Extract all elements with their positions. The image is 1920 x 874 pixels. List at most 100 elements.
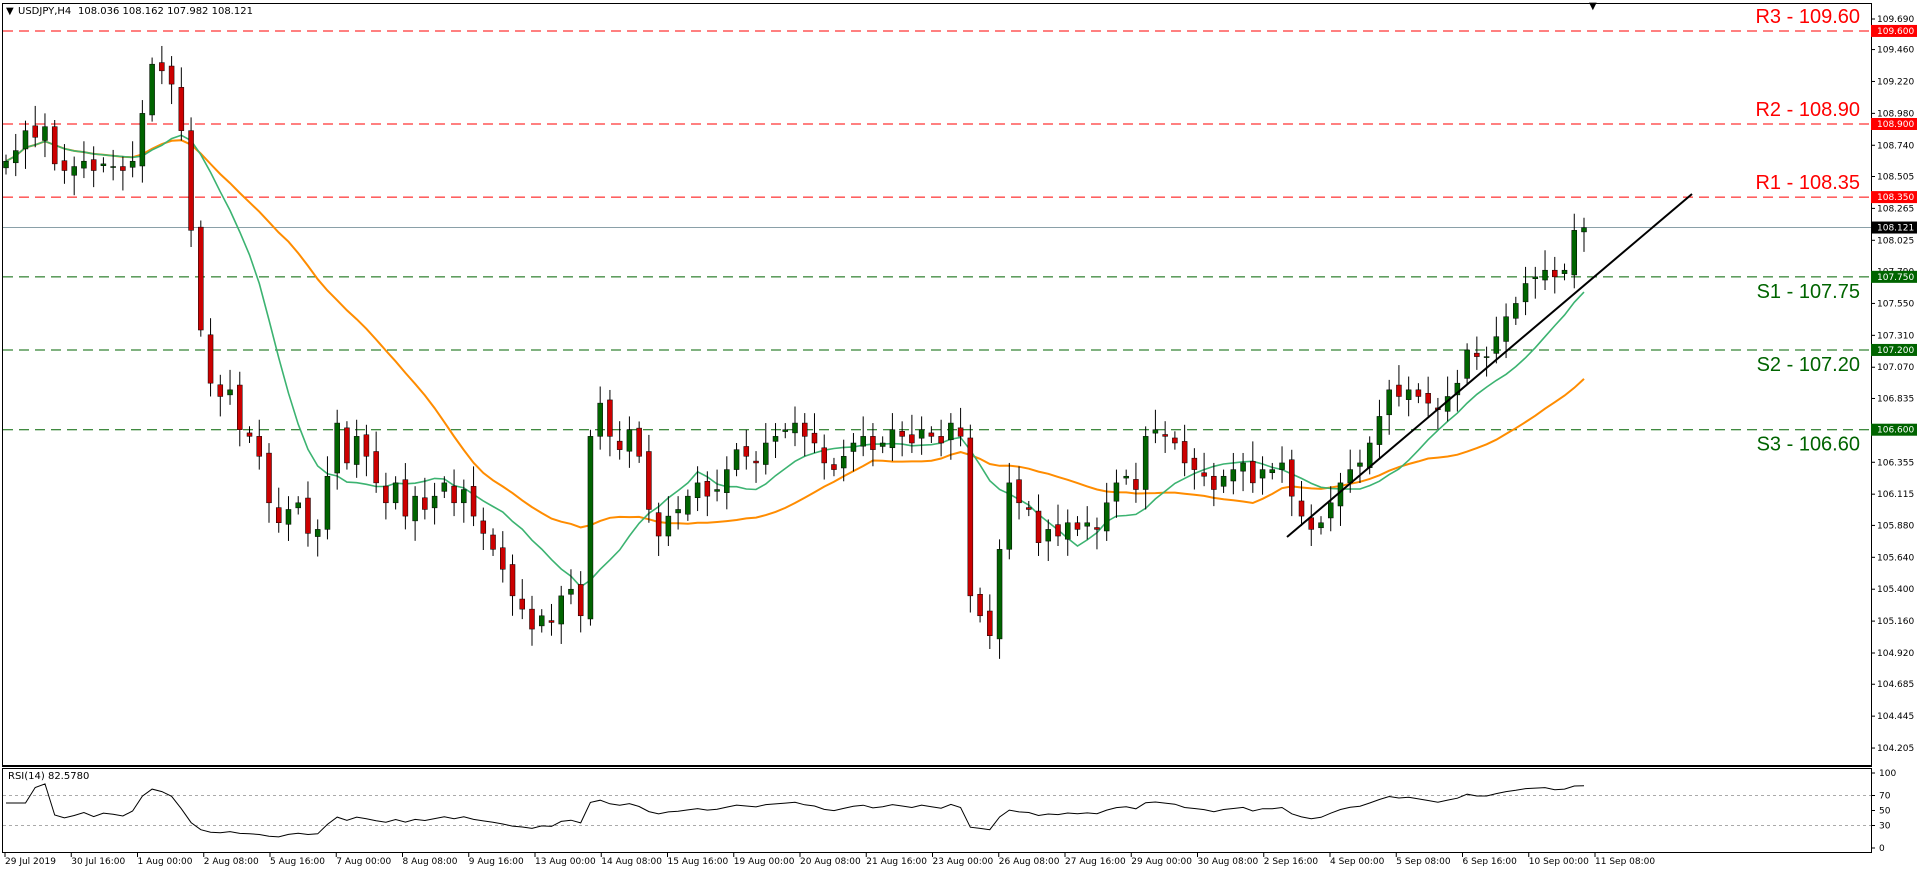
ma-fast-line	[5, 134, 1585, 588]
bull-candle	[724, 469, 730, 493]
bull-candle	[889, 429, 896, 449]
current-price-tag	[1871, 221, 1917, 234]
bull-candle	[334, 422, 340, 474]
bull-candle	[1386, 389, 1392, 416]
time-tick-label: 4 Sep 00:00	[1330, 857, 1385, 867]
support-resistance-levels: R3 - 109.60 109.600 R2 - 108.90 108.900 R1 -…	[3, 6, 1917, 456]
time-tick-label: 9 Aug 16:00	[469, 857, 524, 867]
price-tick-label: 108.740	[1877, 141, 1914, 151]
rsi-tick-label: 30	[1879, 822, 1891, 832]
bull-candle	[1142, 436, 1149, 490]
price-tick-label: 105.160	[1877, 617, 1914, 627]
bull-candle	[714, 489, 720, 492]
price-tick-label: 109.690	[1877, 15, 1914, 25]
time-tick-label: 5 Aug 16:00	[270, 857, 325, 867]
bull-candle	[314, 529, 321, 537]
price-tick-label: 104.205	[1877, 744, 1914, 754]
bull-candle	[227, 389, 233, 396]
bull-candle	[1006, 482, 1013, 550]
price-tick-label: 106.835	[1877, 394, 1914, 404]
bull-candle	[1240, 462, 1246, 472]
bull-candle	[1405, 389, 1412, 400]
price-tick-label: 108.505	[1877, 172, 1914, 182]
price-tick-label: 109.220	[1877, 77, 1914, 87]
price-tick-label: 107.310	[1877, 331, 1914, 341]
level-label: R3 - 109.60	[1755, 6, 1860, 28]
level-label: R1 - 108.35	[1755, 172, 1860, 194]
bull-candle	[295, 502, 301, 509]
bull-candle	[1045, 529, 1052, 542]
collapse-arrow-icon[interactable]: ▼	[6, 6, 14, 17]
level-price-tag	[1871, 270, 1917, 283]
bear-candle	[1250, 461, 1256, 484]
price-tick-label: 106.355	[1877, 458, 1914, 468]
bull-candle	[441, 482, 448, 492]
bear-candle	[831, 464, 837, 470]
trendline	[1286, 193, 1693, 538]
bull-candle	[782, 429, 789, 432]
time-axis: 29 Jul 2019 30 Jul 16:00 1 Aug 00:00 2 Aug …	[4, 853, 1655, 867]
bear-candle	[373, 451, 379, 484]
time-tick-label: 8 Aug 08:00	[403, 857, 458, 867]
bear-candle	[957, 427, 964, 437]
price-tick-label: 105.400	[1877, 585, 1914, 595]
bull-candle	[1152, 429, 1159, 434]
bull-candle	[665, 515, 672, 537]
bull-candle	[431, 495, 438, 509]
level-price-tag	[1871, 423, 1917, 436]
bear-candle	[1162, 434, 1168, 437]
symbol-label: USDJPY,H4	[18, 6, 71, 17]
bear-candle	[159, 62, 165, 72]
price-tick-label: 105.640	[1877, 553, 1914, 563]
rsi-tick-label: 50	[1879, 807, 1891, 817]
bear-candle	[61, 160, 68, 171]
shift-arrow-icon[interactable]: ▼	[1589, 1, 1597, 12]
bear-candle	[1055, 524, 1061, 537]
time-tick-label: 21 Aug 16:00	[866, 857, 927, 867]
level-price-tag-text: 106.600	[1877, 426, 1914, 436]
bear-candle	[548, 620, 555, 623]
bull-candle	[3, 160, 9, 169]
time-tick-label: 7 Aug 00:00	[336, 857, 391, 867]
price-tick-label: 105.880	[1877, 521, 1914, 531]
bear-candle	[90, 159, 97, 171]
bear-candle	[616, 440, 623, 450]
bull-candle	[1483, 356, 1490, 358]
bear-candle	[1308, 517, 1315, 530]
bull-candle	[1230, 469, 1237, 482]
price-tick-label: 108.980	[1877, 109, 1914, 119]
bear-candle	[821, 447, 827, 464]
level-price-tag	[1871, 191, 1917, 204]
bull-candle	[149, 63, 155, 116]
bull-candle	[22, 130, 29, 150]
level-price-tag-text: 107.200	[1877, 346, 1914, 356]
bear-candle	[704, 481, 711, 497]
bull-candle	[1542, 269, 1548, 281]
bull-candle	[42, 126, 48, 141]
level-price-tag-text: 109.600	[1877, 27, 1914, 37]
bull-candle	[129, 160, 136, 168]
uptrend-line[interactable]	[1286, 193, 1693, 538]
bear-candle	[928, 432, 935, 437]
bear-candle	[1474, 352, 1480, 357]
bear-candle	[811, 432, 818, 444]
bull-candle	[71, 166, 77, 176]
bull-candle	[12, 150, 19, 164]
bear-candle	[344, 427, 350, 464]
bull-candle	[772, 436, 779, 442]
time-tick-label: 23 Aug 00:00	[933, 857, 994, 867]
price-tick-label: 104.920	[1877, 649, 1914, 659]
bull-candle	[1571, 230, 1578, 276]
bull-candle	[763, 442, 769, 465]
bull-candle	[538, 615, 545, 627]
level-label: R2 - 108.90	[1755, 99, 1860, 121]
time-tick-label: 6 Sep 16:00	[1463, 857, 1518, 867]
bull-candle	[1279, 462, 1285, 470]
bear-candle	[1552, 269, 1558, 278]
ma-slow-line	[5, 139, 1585, 529]
bear-candle	[1016, 479, 1022, 504]
bear-candle	[480, 520, 487, 534]
bull-candle	[879, 442, 886, 447]
time-tick-label: 29 Aug 00:00	[1131, 857, 1192, 867]
